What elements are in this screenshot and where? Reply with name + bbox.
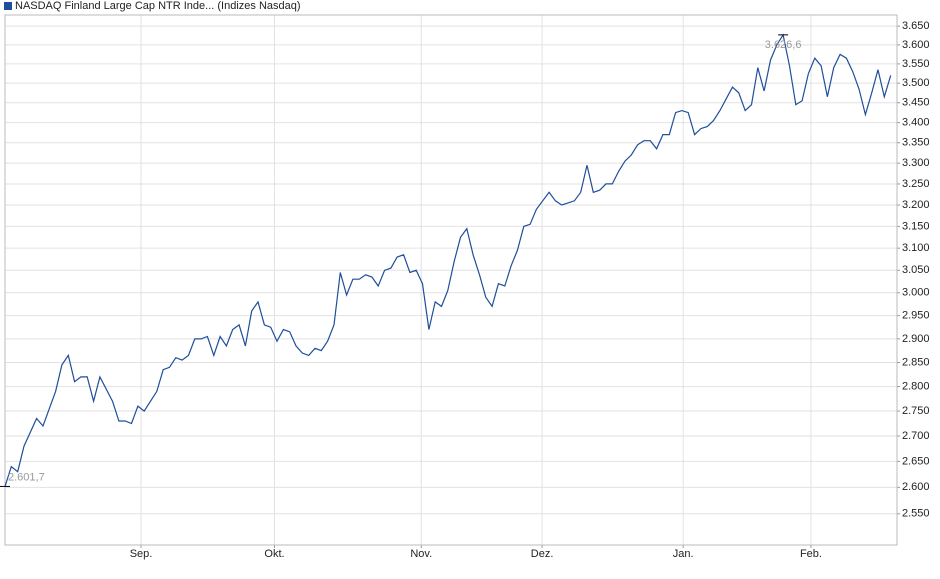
annotation-label: 2.601,7 [8,471,45,483]
y-tick-label: 3.500 [902,77,930,89]
y-tick-label: 2.850 [902,356,930,368]
y-tick-label: 3.450 [902,97,930,109]
plot-border [4,14,898,546]
y-tick-label: 3.600 [902,39,930,51]
y-tick-label: 2.550 [902,508,930,520]
x-tick-label: Jan. [673,548,694,560]
y-tick-label: 2.900 [902,333,930,345]
y-tick-label: 3.350 [902,137,930,149]
x-tick-label: Sep. [130,548,153,560]
y-tick-label: 3.400 [902,116,930,128]
y-tick-label: 2.750 [902,405,930,417]
x-tick-label: Feb. [800,548,822,560]
y-tick-label: 3.150 [902,220,930,232]
x-tick-label: Okt. [264,548,284,560]
y-tick-label: 3.050 [902,264,930,276]
y-tick-label: 3.550 [902,58,930,70]
y-tick-label: 2.700 [902,430,930,442]
y-tick-label: 3.100 [902,242,930,254]
y-tick-label: 2.950 [902,310,930,322]
y-tick-label: 3.250 [902,178,930,190]
y-tick-label: 2.650 [902,455,930,467]
y-tick-label: 3.650 [902,20,930,32]
y-tick-label: 2.600 [902,481,930,493]
y-tick-label: 3.300 [902,157,930,169]
price-line [4,33,892,487]
legend-swatch [4,2,12,10]
legend-label: NASDAQ Finland Large Cap NTR Inde... (In… [15,0,301,12]
x-tick-label: Dez. [531,548,554,560]
y-tick-label: 3.200 [902,199,930,211]
annotation-label: 3.626,6 [765,39,802,51]
x-tick-label: Nov. [410,548,432,560]
y-tick-label: 2.800 [902,380,930,392]
y-tick-label: 3.000 [902,287,930,299]
